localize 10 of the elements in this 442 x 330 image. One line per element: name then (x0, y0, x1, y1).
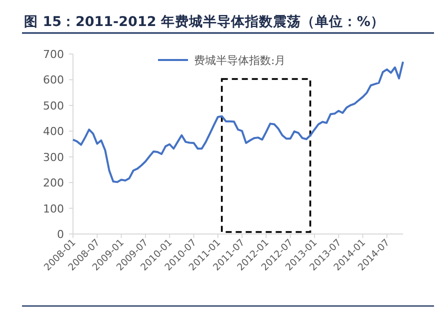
chart-title: 图 15：2011-2012 年费城半导体指数震荡（单位：%） (24, 14, 384, 30)
y-tick-label: 600 (43, 74, 64, 87)
y-tick-label: 700 (43, 48, 64, 61)
y-tick-label: 500 (43, 99, 64, 112)
y-tick-label: 200 (43, 176, 64, 190)
legend-label: 费城半导体指数:月 (194, 54, 286, 67)
y-tick-label: 100 (43, 202, 64, 216)
y-tick-label: 0 (57, 228, 64, 241)
y-tick-label: 300 (43, 150, 64, 164)
y-tick-label: 400 (43, 125, 64, 138)
